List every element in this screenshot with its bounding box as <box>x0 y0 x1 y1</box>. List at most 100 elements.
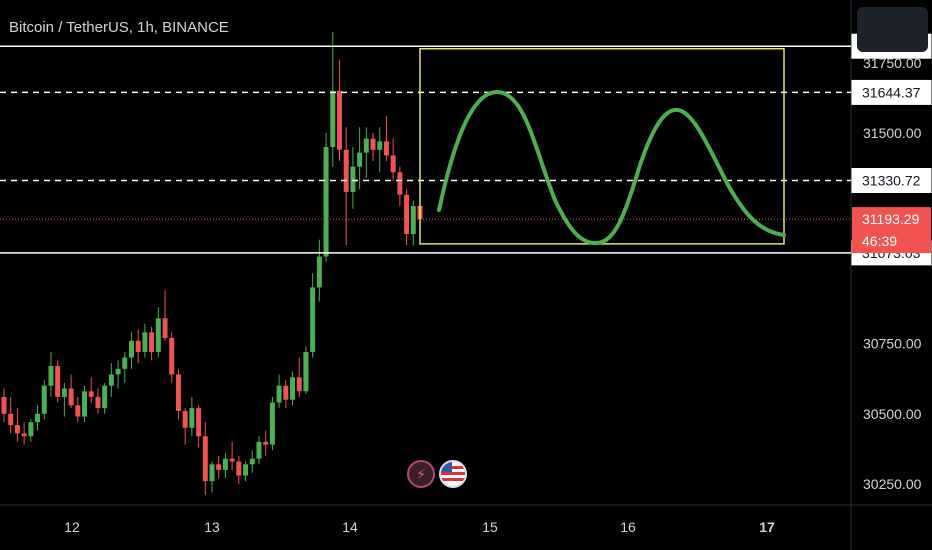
candle-body <box>336 90 342 150</box>
candle <box>75 396 81 423</box>
candle-body <box>330 90 336 147</box>
level-tag: 31330.72 <box>851 167 932 193</box>
y-tick-label: 31500.00 <box>863 125 922 141</box>
candle-body <box>222 458 228 470</box>
candle <box>175 368 181 420</box>
candle <box>330 31 336 167</box>
candle-body <box>229 458 235 462</box>
candle <box>169 332 175 383</box>
candle <box>95 388 101 414</box>
candle <box>276 374 282 409</box>
level-tag-label: 31644.37 <box>862 84 921 100</box>
candle <box>135 329 141 364</box>
candle <box>82 385 88 423</box>
candle <box>410 200 416 246</box>
level-tag-label: 31330.72 <box>862 172 921 188</box>
countdown-label: 46:39 <box>862 233 897 249</box>
range-box[interactable] <box>419 47 785 245</box>
candle <box>189 396 195 437</box>
candle-body <box>249 458 255 465</box>
candle-body <box>363 138 369 153</box>
candle-body <box>316 256 322 288</box>
candle-body <box>357 152 363 167</box>
level-tag: 31644.37 <box>851 79 932 105</box>
candle <box>269 396 275 451</box>
candle <box>35 405 41 431</box>
candle <box>142 323 148 358</box>
candle-body <box>8 413 14 425</box>
candle <box>102 382 108 414</box>
candle-body <box>283 385 289 400</box>
candle-body <box>410 205 416 235</box>
candle-body <box>276 385 282 403</box>
candle-body <box>88 391 94 397</box>
candle-body <box>1 396 7 414</box>
candle <box>28 419 34 442</box>
candle-body <box>149 332 155 352</box>
candle <box>243 461 249 482</box>
projection-curve <box>437 89 786 246</box>
candle <box>397 166 403 206</box>
candle <box>343 127 349 246</box>
candle-body <box>290 377 296 400</box>
candle-body <box>128 340 134 358</box>
candle <box>290 371 296 406</box>
candle-body <box>14 424 20 434</box>
candle-body <box>75 405 81 417</box>
y-tick-label: 30250.00 <box>863 476 922 492</box>
candle <box>357 127 363 190</box>
candle <box>256 436 262 465</box>
levels-layer: 31808.9531644.3731330.7231073.0331193.29… <box>0 33 932 266</box>
candle <box>55 360 61 403</box>
candle-body <box>296 377 302 392</box>
time-axis[interactable]: 12 13 14 15 16 17 <box>64 519 775 535</box>
level-tag-bg <box>851 167 932 193</box>
candle-body <box>182 410 188 428</box>
candle-body <box>61 388 67 397</box>
us-flag-icon[interactable] <box>439 460 467 488</box>
candle-body <box>236 461 242 476</box>
candle <box>236 455 242 484</box>
x-tick-label: 16 <box>620 519 636 535</box>
candle <box>21 422 27 445</box>
price-axis[interactable]: 31750.00 31500.00 30750.00 30500.00 30250.00 <box>863 55 922 492</box>
candle-body <box>202 436 208 482</box>
candle-body <box>115 368 121 375</box>
candle <box>336 59 342 162</box>
candles-layer <box>1 31 423 496</box>
x-tick-label: 13 <box>204 519 220 535</box>
x-tick-label: 17 <box>759 519 775 535</box>
candle <box>155 307 161 358</box>
candle-body <box>377 141 383 150</box>
candle <box>377 127 383 173</box>
event-badges: ⚡ <box>407 460 467 488</box>
candle-body <box>350 166 356 192</box>
candle-body <box>196 408 202 437</box>
candle-body <box>82 391 88 417</box>
candle <box>383 116 389 162</box>
candle-body <box>216 464 222 470</box>
candle <box>209 461 215 493</box>
us-flag-graphic <box>441 462 465 486</box>
candle <box>182 408 188 445</box>
lightning-icon[interactable]: ⚡ <box>407 460 435 488</box>
candle-body <box>310 287 316 352</box>
candle <box>283 380 289 409</box>
candle <box>61 382 67 417</box>
candle-body <box>323 147 329 257</box>
candle-body <box>102 385 108 409</box>
y-tick-label: 30500.00 <box>863 406 922 422</box>
candle-body <box>269 402 275 445</box>
candle <box>202 422 208 496</box>
chart-title: Bitcoin / TetherUS, 1h, BINANCE <box>9 19 229 36</box>
candle <box>222 453 228 479</box>
candle <box>162 290 168 341</box>
candle-body <box>108 374 114 386</box>
candle <box>296 357 302 397</box>
candle <box>149 326 155 361</box>
y-tick-label: 31750.00 <box>863 55 922 71</box>
candle-body <box>263 441 269 445</box>
x-tick-label: 14 <box>342 519 358 535</box>
